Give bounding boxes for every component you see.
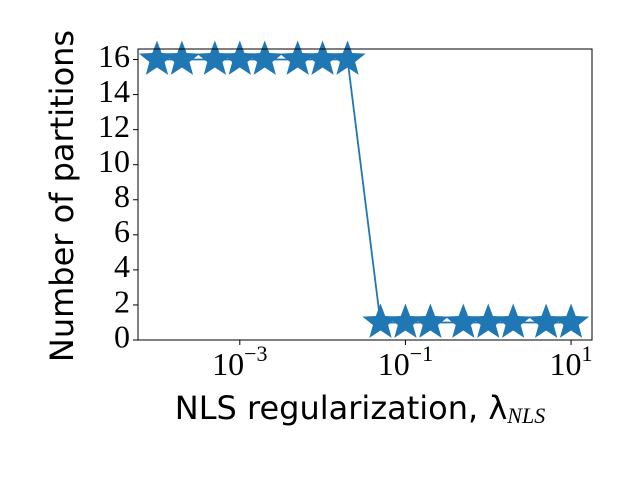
- x-tick-exponent: −3: [244, 341, 267, 366]
- y-axis-label: Number of partitions: [43, 30, 81, 362]
- x-tick-exponent: −1: [410, 341, 433, 366]
- x-tick-base: 10: [378, 346, 410, 382]
- plot-frame: [137, 48, 593, 341]
- y-tick-label: 10: [98, 143, 130, 179]
- y-tick-label: 16: [98, 38, 130, 74]
- x-tick-label: 10−3: [212, 341, 267, 382]
- star-marker: [412, 303, 449, 338]
- x-tick-label: 10−1: [378, 341, 433, 382]
- star-marker: [221, 40, 258, 75]
- y-tick-label: 2: [114, 283, 130, 319]
- star-marker: [138, 40, 176, 75]
- star-marker: [163, 40, 200, 75]
- x-tick-label: 101: [550, 341, 593, 382]
- star-marker: [362, 303, 399, 338]
- y-tick-label: 4: [114, 248, 130, 284]
- y-tick-label: 12: [98, 108, 130, 144]
- star-marker: [387, 303, 424, 338]
- star-marker: [304, 40, 341, 75]
- star-marker: [279, 40, 316, 75]
- y-tick-label: 6: [114, 213, 130, 249]
- y-tick-label: 0: [114, 318, 130, 354]
- star-marker: [552, 303, 590, 338]
- x-tick-base: 10: [550, 346, 582, 382]
- star-marker: [470, 303, 507, 338]
- star-marker: [495, 303, 532, 338]
- star-marker: [445, 303, 482, 338]
- y-tick-label: 8: [114, 178, 130, 214]
- x-label-main: NLS regularization, λ: [175, 389, 508, 427]
- x-tick-exponent: 1: [582, 341, 593, 366]
- star-marker: [196, 40, 233, 75]
- y-tick-label: 14: [98, 73, 130, 109]
- series-line: [156, 58, 572, 324]
- x-label-subscript: NLS: [506, 403, 545, 428]
- x-tick-base: 10: [212, 346, 244, 382]
- star-marker: [329, 40, 366, 75]
- x-axis-label: NLS regularization, λNLS: [175, 389, 545, 428]
- star-marker: [528, 303, 565, 338]
- star-marker: [246, 40, 283, 75]
